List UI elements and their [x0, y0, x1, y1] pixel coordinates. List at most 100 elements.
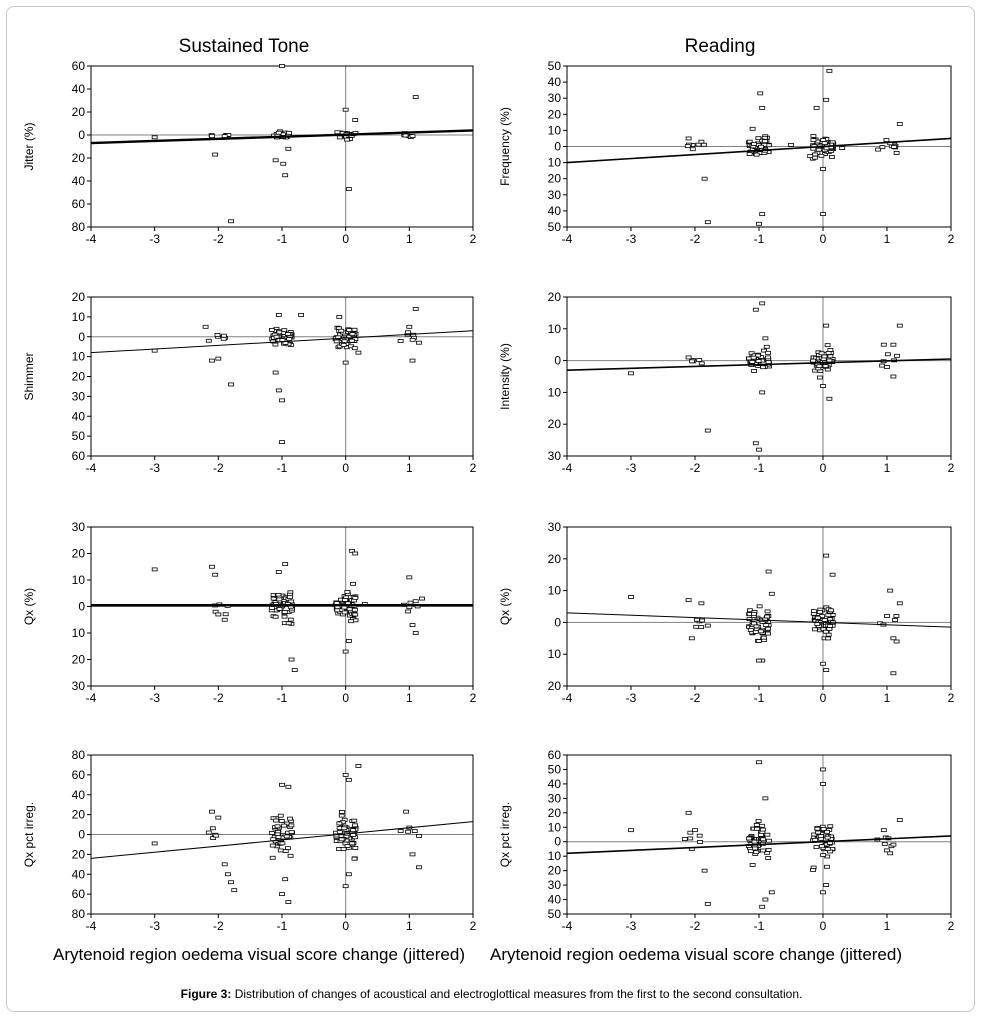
x-tick-label: 0 [342, 232, 349, 246]
data-point [828, 608, 834, 613]
y-tick-label: 30 [548, 449, 562, 463]
data-point [819, 844, 825, 849]
data-point [355, 764, 362, 768]
data-point [757, 91, 764, 96]
data-point [825, 632, 832, 637]
data-point [826, 627, 833, 631]
data-point [696, 358, 703, 362]
data-point [824, 864, 830, 869]
x-tick-label: 0 [342, 919, 349, 933]
data-point [893, 151, 900, 155]
y-tick-label: 30 [72, 520, 86, 534]
y-axis-label: Qx pct irreg. [498, 802, 512, 867]
data-point [282, 849, 289, 854]
data-point [409, 337, 416, 342]
data-point [341, 605, 348, 610]
x-tick-label: -1 [277, 919, 288, 933]
data-point [224, 872, 231, 877]
x-tick-label: -2 [690, 691, 701, 705]
data-point [698, 601, 705, 606]
data-point [701, 868, 708, 873]
data-point [823, 146, 830, 151]
data-point [825, 351, 832, 355]
data-point [891, 145, 897, 149]
y-tick-label: 80 [72, 907, 86, 921]
data-point [342, 107, 349, 112]
data-point [215, 356, 222, 361]
x-axis-label: Arytenoid region oedema visual score cha… [490, 945, 902, 964]
data-point [341, 826, 348, 831]
data-point [814, 826, 821, 831]
y-tick-label: 0 [554, 835, 561, 849]
x-tick-label: -1 [754, 461, 765, 475]
data-point [221, 134, 228, 139]
y-tick-label: 20 [548, 417, 562, 431]
data-point [286, 337, 293, 341]
x-tick-label: -3 [149, 232, 160, 246]
plot-frame [90, 65, 474, 228]
data-point [285, 900, 292, 904]
data-point [759, 105, 766, 110]
data-point [768, 890, 775, 895]
data-point [409, 852, 416, 857]
data-point [276, 597, 283, 602]
data-point [765, 350, 771, 355]
y-tick-label: 60 [72, 768, 86, 782]
data-point [275, 312, 282, 317]
x-tick-label: -3 [626, 919, 637, 933]
data-point [287, 595, 293, 600]
data-point [810, 134, 817, 138]
data-point [275, 130, 282, 135]
data-point [745, 836, 752, 841]
data-point [747, 628, 754, 632]
data-point [684, 144, 691, 149]
data-point [272, 614, 279, 619]
y-tick-label: 40 [72, 174, 86, 188]
data-point [752, 307, 759, 312]
data-point [894, 353, 900, 358]
data-point [698, 625, 705, 630]
data-point [816, 375, 823, 380]
y-tick-label: 60 [548, 748, 562, 762]
data-point [811, 832, 818, 837]
data-point [824, 835, 831, 840]
data-point [402, 133, 409, 138]
fit-line [566, 137, 952, 164]
data-point [342, 884, 349, 889]
data-point [287, 853, 294, 858]
y-tick-label: 20 [72, 847, 86, 861]
data-point [757, 629, 764, 634]
data-point [412, 307, 419, 311]
data-point [824, 343, 831, 348]
data-point [689, 359, 695, 364]
data-point [344, 844, 351, 848]
y-tick-label: 10 [548, 647, 562, 661]
data-point [397, 339, 404, 343]
data-point [755, 353, 761, 358]
data-point [689, 147, 696, 152]
data-point [407, 600, 414, 605]
y-tick-label: 40 [72, 788, 86, 802]
data-point [685, 355, 692, 360]
x-tick-label: 0 [342, 691, 349, 705]
data-point [875, 147, 881, 152]
data-point [765, 626, 771, 631]
data-point [279, 841, 286, 846]
x-tick-label: -4 [562, 691, 573, 705]
data-point [288, 823, 295, 828]
x-tick-label: 1 [406, 691, 413, 705]
data-point [752, 441, 759, 446]
y-tick-label: 20 [72, 653, 86, 667]
data-point [419, 596, 425, 601]
data-point [698, 361, 705, 366]
data-point [285, 784, 292, 789]
data-point [210, 836, 217, 840]
data-point [687, 830, 694, 835]
x-tick-label: -2 [213, 461, 224, 475]
data-point [756, 221, 762, 226]
data-point [342, 360, 349, 365]
data-point [409, 134, 416, 139]
data-point [765, 856, 772, 860]
data-point [344, 137, 350, 142]
data-point [221, 862, 228, 867]
